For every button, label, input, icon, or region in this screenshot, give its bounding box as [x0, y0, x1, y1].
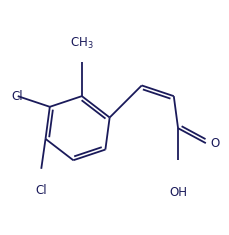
Text: Cl: Cl: [11, 90, 23, 103]
Text: OH: OH: [168, 186, 186, 199]
Text: O: O: [209, 137, 218, 150]
Text: CH$_3$: CH$_3$: [70, 36, 93, 51]
Text: Cl: Cl: [35, 184, 47, 197]
